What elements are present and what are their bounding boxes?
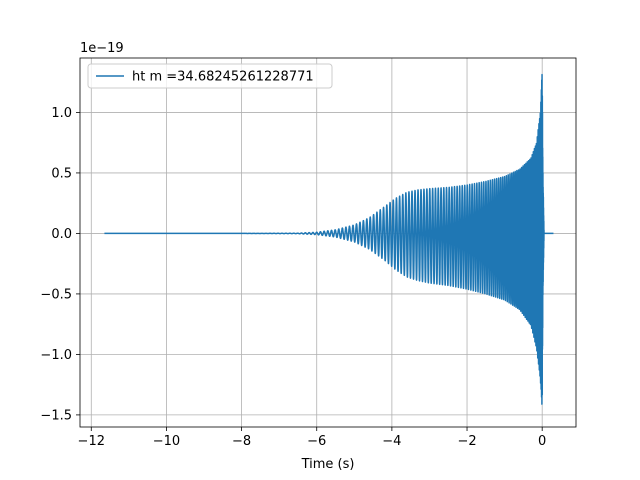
x-tick-label-6: 0 [538,434,546,449]
x-tick-label-5: −2 [457,434,476,449]
legend-label: ht m =34.68245261228771 [132,70,314,85]
y-tick-label-0: −1.5 [40,408,72,423]
plot-frame [79,57,577,428]
legend-box [87,63,333,89]
x-tick-label-1: −10 [153,434,180,449]
y-tick-label-4: 0.5 [51,166,72,181]
x-tick-label-3: −6 [307,434,326,449]
series-layer [103,73,555,405]
series-line-ht [103,73,555,405]
legend: ht m =34.68245261228771 [87,63,333,89]
y-tick-label-3: 0.0 [51,227,72,242]
y-axis-ticks: −1.5 −1.0 −0.5 0.0 0.5 1.0 [40,106,80,423]
y-tick-label-5: 1.0 [51,106,72,121]
x-tick-label-4: −4 [382,434,401,449]
x-axis-label: Time (s) [301,457,355,472]
y-axis-offset-label: 1e−19 [80,41,124,56]
y-tick-label-1: −1.0 [40,348,72,363]
x-tick-label-2: −8 [232,434,251,449]
x-axis-ticks: −12 −10 −8 −6 −4 −2 0 [78,427,546,449]
y-tick-label-2: −0.5 [40,287,72,302]
x-tick-label-0: −12 [78,434,105,449]
